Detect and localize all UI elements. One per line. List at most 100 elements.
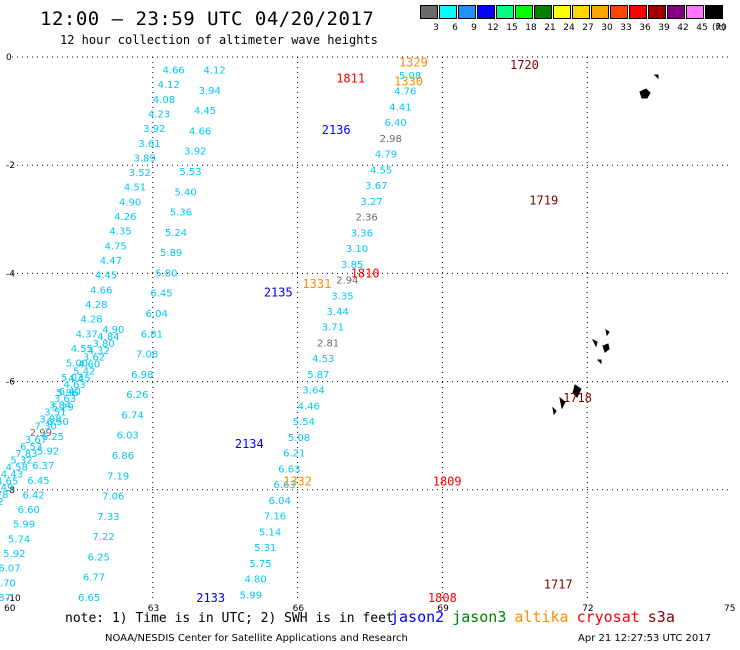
pass-number: 1329 <box>399 55 428 69</box>
wave-height-value: 4.60 <box>78 360 100 371</box>
legend-label: 42 <box>677 23 689 33</box>
wave-height-value: 6.77 <box>83 573 105 584</box>
wave-height-value: 4.84 <box>97 332 119 343</box>
wave-height-value: 3.80 <box>92 339 114 350</box>
satellite-name-altika: altika <box>514 608 569 626</box>
wave-height-value: 3.10 <box>346 244 368 255</box>
wave-height-value: 7.08 <box>136 350 158 361</box>
wave-height-value: 3.67 <box>25 435 47 446</box>
wave-height-value: 5.36 <box>170 208 192 219</box>
wave-height-value: 7.33 <box>97 512 119 523</box>
legend-label: 70 <box>715 23 727 33</box>
wave-height-value: 3.98 <box>39 414 61 425</box>
wave-height-value: 4.66 <box>162 66 184 77</box>
legend-swatch <box>629 5 647 19</box>
wave-height-value: 2.36 <box>356 213 378 224</box>
legend-label: 39 <box>658 23 670 33</box>
legend-swatch <box>515 5 533 19</box>
wave-height-value: 5.87 <box>0 593 11 604</box>
legend-label: 18 <box>525 23 537 33</box>
footnote: note: 1) Time is in UTC; 2) SWH is in fe… <box>65 611 394 626</box>
legend-swatch <box>458 5 476 19</box>
legend-swatch <box>420 5 438 19</box>
legend-swatch <box>591 5 609 19</box>
latitude-label: -10 <box>6 594 21 604</box>
wave-height-value: 4.23 <box>148 109 170 120</box>
wave-height-value: 4.66 <box>90 285 112 296</box>
wave-height-observations: 5.125.916.305.324.554.774.967.135.846.20… <box>0 66 421 604</box>
wave-height-value: 4.45 <box>68 373 90 384</box>
legend-label: 33 <box>620 23 632 33</box>
wave-height-value: 4.37 <box>76 329 98 340</box>
wave-height-value: 4.75 <box>105 241 127 252</box>
wave-height-value: 2.98 <box>380 134 402 145</box>
wave-height-value: 4.12 <box>158 80 180 91</box>
latitude-label: -6 <box>6 378 15 388</box>
legend-label: 21 <box>544 23 556 33</box>
wave-height-value: 7.06 <box>102 492 124 503</box>
longitude-label: 72 <box>582 604 593 614</box>
wave-height-value: 5.99 <box>240 590 262 601</box>
wave-height-value: 6.45 <box>150 289 172 300</box>
longitude-label: 63 <box>148 604 159 614</box>
wave-height-value: 4.46 <box>298 401 320 412</box>
wave-height-value: 5.54 <box>293 417 315 428</box>
pass-number: 2133 <box>196 591 225 605</box>
wave-height-value: 4.66 <box>189 126 211 137</box>
legend-swatch <box>610 5 628 19</box>
credit-line: NOAA/NESDIS Center for Satellite Applica… <box>105 633 408 644</box>
wave-height-value: 6.63 <box>278 464 300 475</box>
wave-height-value: 3.92 <box>143 124 165 135</box>
wave-height-value: 3.85 <box>341 260 363 271</box>
wave-height-value: 4.32 <box>88 346 110 357</box>
wave-height-value: 2.81 <box>317 338 339 349</box>
pass-number: 2136 <box>322 123 351 137</box>
pass-number: 1330 <box>394 74 423 88</box>
wave-height-value: 5.14 <box>259 527 281 538</box>
wave-height-value: 6.74 <box>121 410 143 421</box>
wave-height-value: 3.62 <box>83 353 105 364</box>
wave-height-value: 3.27 <box>360 197 382 208</box>
wave-height-value: 7.30 <box>35 421 57 432</box>
wave-height-value: 3.61 <box>138 139 160 150</box>
pass-number: 1720 <box>510 58 539 72</box>
wave-height-value: 4.51 <box>124 183 146 194</box>
pass-number: 1808 <box>428 591 457 605</box>
wave-height-value: 5.08 <box>288 433 310 444</box>
wave-height-value: 5.92 <box>37 446 59 457</box>
generation-timestamp: Apr 21 12:27:53 UTC 2017 <box>578 633 711 644</box>
legend-label: 3 <box>433 23 439 33</box>
wave-height-value: 6.26 <box>126 390 148 401</box>
wave-height-value: 3.89 <box>133 153 155 164</box>
legend-label: 9 <box>471 23 477 33</box>
legend-label: 27 <box>582 23 594 33</box>
legend-swatch <box>477 5 495 19</box>
wave-height-value: 7.19 <box>107 471 129 482</box>
wave-height-value: 5.89 <box>160 248 182 259</box>
latitude-label: -2 <box>6 161 15 171</box>
legend-swatch <box>648 5 666 19</box>
pass-number: 1332 <box>283 475 312 489</box>
wave-height-value: 3.44 <box>327 307 349 318</box>
latitude-label: -8 <box>6 486 15 496</box>
wave-height-value: 4.45 <box>194 106 216 117</box>
wave-height-value: 6.50 <box>47 417 69 428</box>
wave-height-value: 5.96 <box>56 388 78 399</box>
latitude-label: -4 <box>6 269 15 279</box>
wave-height-value: 4.90 <box>119 197 141 208</box>
wave-height-value: 5.99 <box>13 520 35 531</box>
pass-number: 1809 <box>433 475 462 489</box>
wave-height-value: 6.98 <box>131 370 153 381</box>
wave-height-value: 4.45 <box>95 271 117 282</box>
wave-height-value: 5.53 <box>179 167 201 178</box>
wave-height-value: 3.64 <box>302 386 324 397</box>
pass-number: 1331 <box>302 277 331 291</box>
wave-height-value: 5.32 <box>10 456 32 467</box>
longitude-label: 60 <box>4 604 16 614</box>
legend-swatch <box>686 5 704 19</box>
wave-height-value: 5.40 <box>175 187 197 198</box>
wave-height-value: 6.37 <box>32 461 54 472</box>
longitude-label: 69 <box>437 604 449 614</box>
longitude-label: 75 <box>724 604 735 614</box>
wave-height-value: 5.80 <box>155 268 177 279</box>
